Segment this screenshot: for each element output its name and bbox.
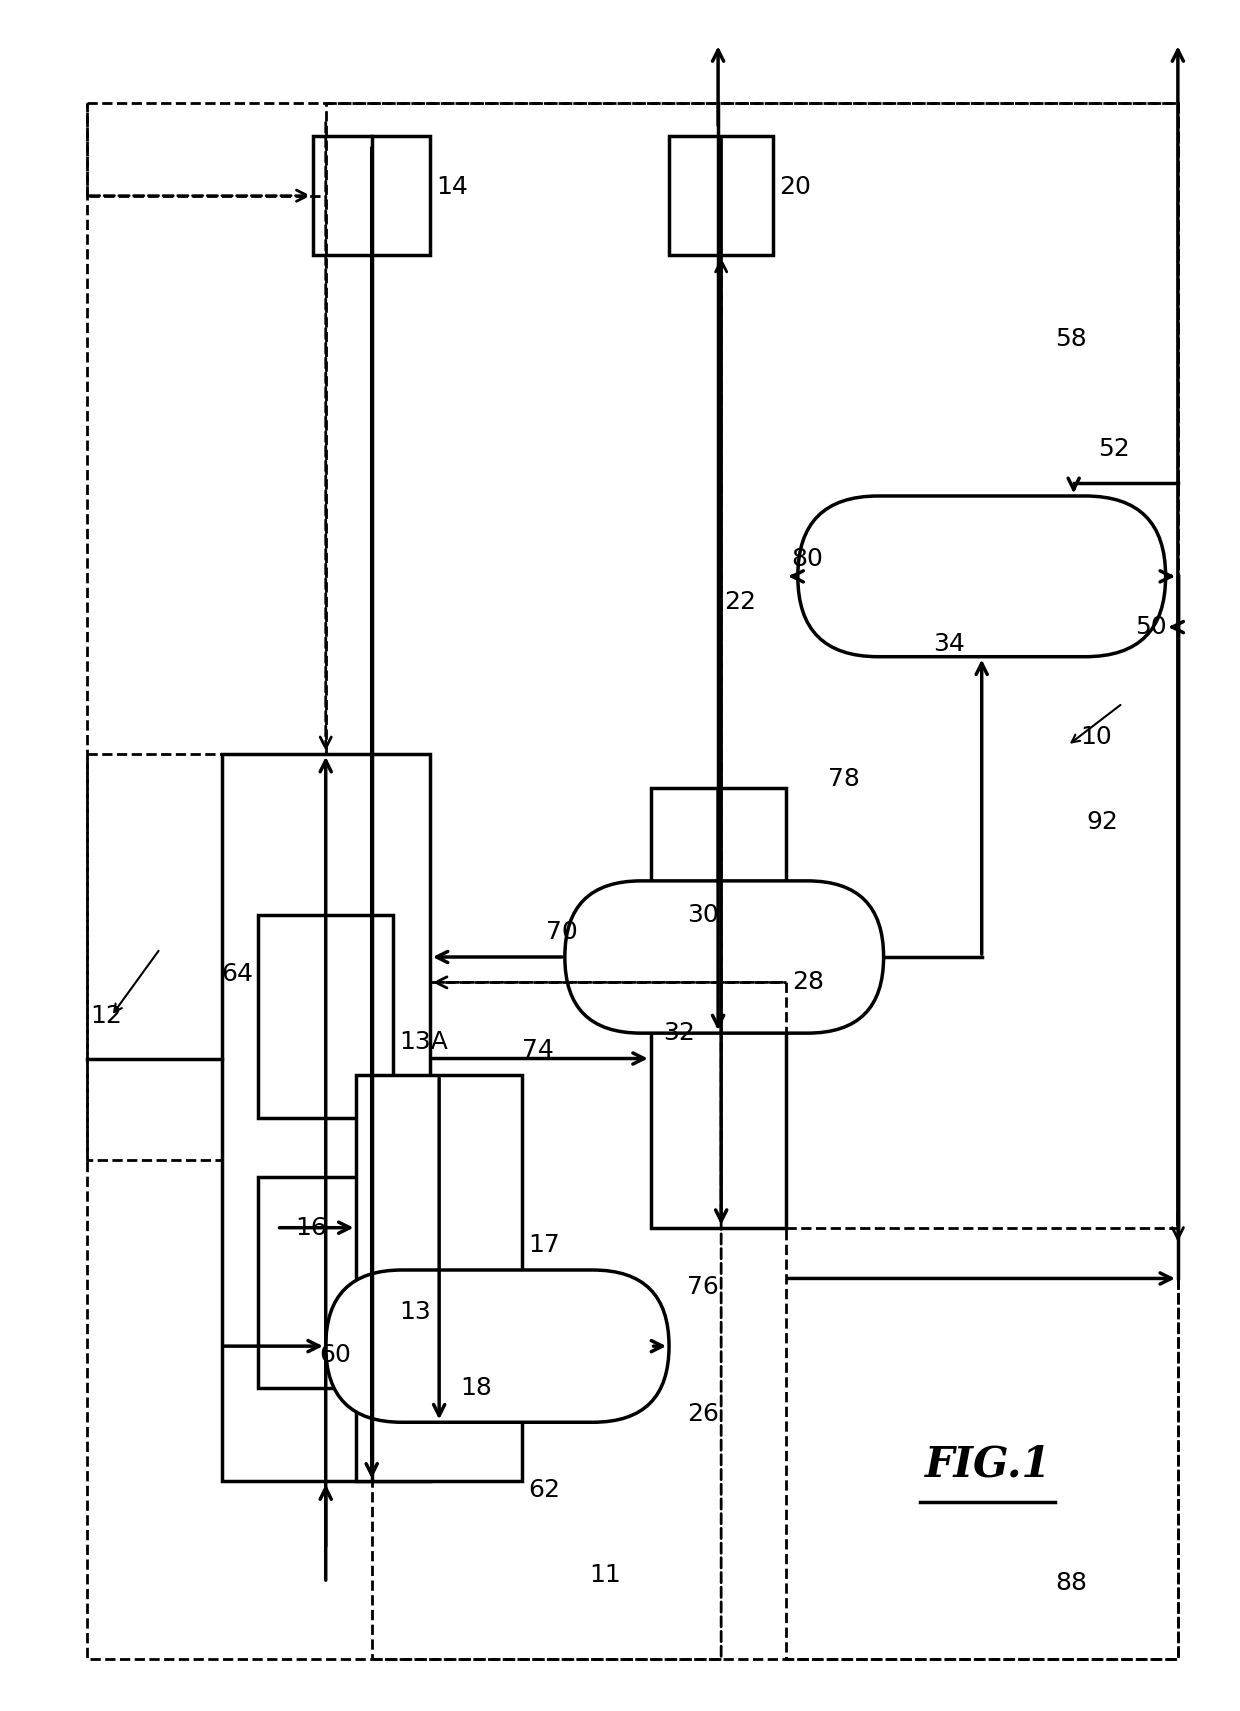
Text: 20: 20 — [780, 175, 811, 198]
Text: 26: 26 — [687, 1401, 719, 1425]
Text: 18: 18 — [460, 1376, 492, 1400]
Text: 64: 64 — [222, 962, 253, 986]
Text: 17: 17 — [528, 1232, 559, 1256]
Text: 88: 88 — [1055, 1571, 1087, 1595]
Bar — [670, 137, 774, 255]
Text: 10: 10 — [1080, 725, 1111, 749]
Bar — [314, 137, 430, 255]
Text: 34: 34 — [932, 631, 965, 655]
Text: 13A: 13A — [399, 1030, 448, 1054]
Text: FIG.1: FIG.1 — [925, 1444, 1052, 1485]
Text: 22: 22 — [724, 590, 756, 614]
Bar — [258, 915, 393, 1117]
Text: 12: 12 — [91, 1004, 123, 1028]
Bar — [258, 1177, 393, 1388]
Bar — [356, 1076, 522, 1482]
Text: 76: 76 — [687, 1275, 719, 1299]
FancyBboxPatch shape — [326, 1270, 670, 1422]
Text: 13: 13 — [399, 1300, 432, 1324]
Text: 58: 58 — [1055, 327, 1087, 351]
Bar — [87, 755, 277, 1160]
Bar — [87, 103, 1178, 1660]
Bar — [651, 787, 785, 1228]
Text: 74: 74 — [522, 1039, 554, 1063]
Text: 28: 28 — [791, 970, 823, 994]
FancyBboxPatch shape — [797, 496, 1166, 657]
Text: 60: 60 — [320, 1343, 351, 1367]
Text: 50: 50 — [1135, 614, 1167, 640]
Text: 78: 78 — [828, 767, 861, 792]
Text: 16: 16 — [295, 1217, 327, 1240]
Text: 70: 70 — [547, 919, 578, 944]
Bar — [785, 1228, 1178, 1660]
Text: 11: 11 — [589, 1562, 621, 1586]
Text: 62: 62 — [528, 1478, 560, 1502]
Text: 30: 30 — [687, 903, 719, 927]
Text: 32: 32 — [663, 1021, 694, 1045]
FancyBboxPatch shape — [565, 881, 884, 1033]
Text: 80: 80 — [791, 548, 823, 571]
Text: 14: 14 — [436, 175, 467, 198]
Text: 92: 92 — [1086, 809, 1117, 833]
Bar — [222, 755, 430, 1482]
Text: 52: 52 — [1099, 438, 1130, 462]
